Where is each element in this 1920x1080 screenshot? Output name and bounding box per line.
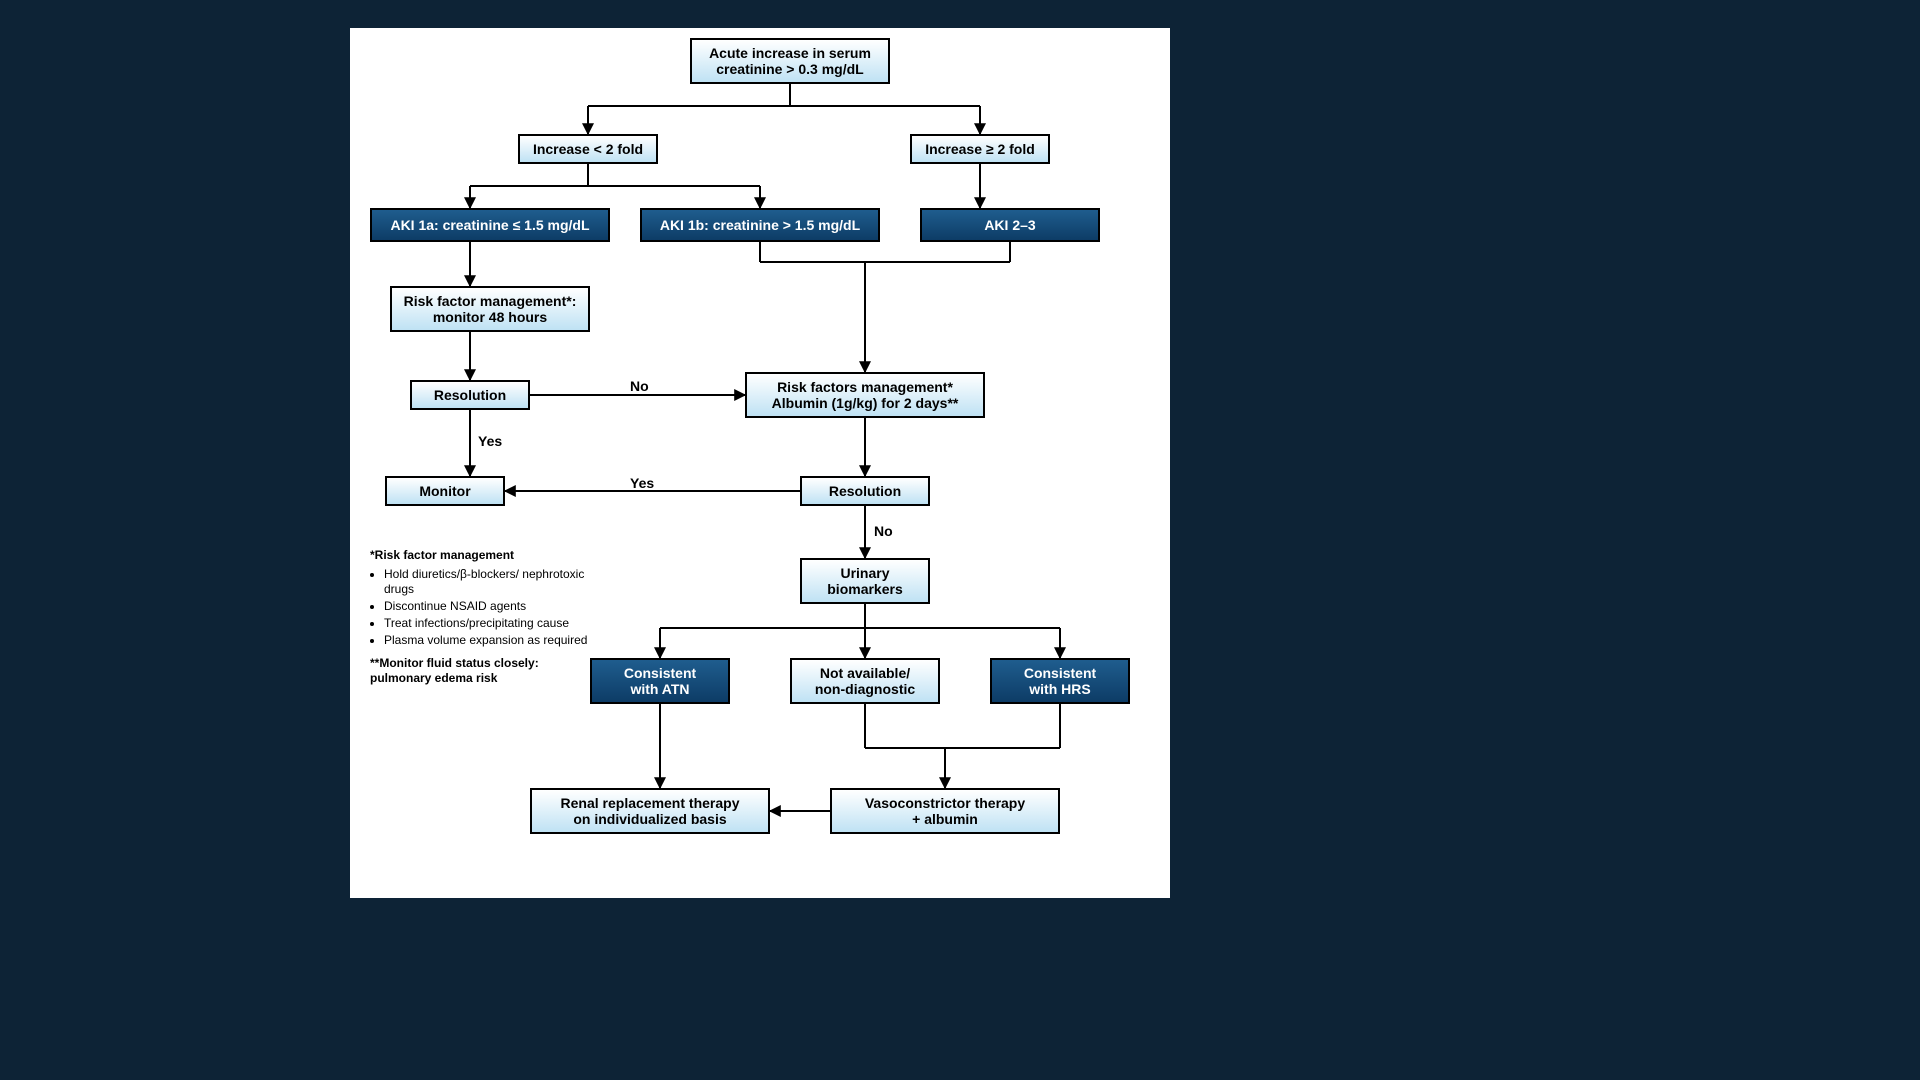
node-aki1b: AKI 1b: creatinine > 1.5 mg/dL [640, 208, 880, 242]
edge-label-yes2: Yes [630, 475, 654, 491]
footnotes: *Risk factor management Hold diuretics/β-… [370, 548, 600, 686]
node-res2: Resolution [800, 476, 930, 506]
notes-bullet: Treat infections/precipitating cause [384, 616, 600, 631]
node-atn: Consistentwith ATN [590, 658, 730, 704]
notes-bullet: Discontinue NSAID agents [384, 599, 600, 614]
flowchart-canvas: Acute increase in serumcreatinine > 0.3 … [350, 28, 1170, 898]
node-aki23: AKI 2–3 [920, 208, 1100, 242]
notes-footnote: **Monitor fluid status closely: pulmonar… [370, 656, 539, 685]
node-na: Not available/non-diagnostic [790, 658, 940, 704]
node-lt2: Increase < 2 fold [518, 134, 658, 164]
node-rfm48: Risk factor management*:monitor 48 hours [390, 286, 590, 332]
node-ge2: Increase ≥ 2 fold [910, 134, 1050, 164]
node-aki1a: AKI 1a: creatinine ≤ 1.5 mg/dL [370, 208, 610, 242]
edge-label-yes1: Yes [478, 433, 502, 449]
notes-bullet: Plasma volume expansion as required [384, 633, 600, 648]
notes-title: *Risk factor management [370, 548, 514, 562]
node-rrt: Renal replacement therapyon individualiz… [530, 788, 770, 834]
node-monitor: Monitor [385, 476, 505, 506]
node-urine: Urinarybiomarkers [800, 558, 930, 604]
node-vaso: Vasoconstrictor therapy+ albumin [830, 788, 1060, 834]
node-rfmalb: Risk factors management*Albumin (1g/kg) … [745, 372, 985, 418]
edge-label-no1: No [630, 378, 649, 394]
node-hrs: Consistentwith HRS [990, 658, 1130, 704]
notes-bullet: Hold diuretics/β-blockers/ nephrotoxic d… [384, 567, 600, 597]
node-res1: Resolution [410, 380, 530, 410]
edge-label-no2: No [874, 523, 893, 539]
node-start: Acute increase in serumcreatinine > 0.3 … [690, 38, 890, 84]
